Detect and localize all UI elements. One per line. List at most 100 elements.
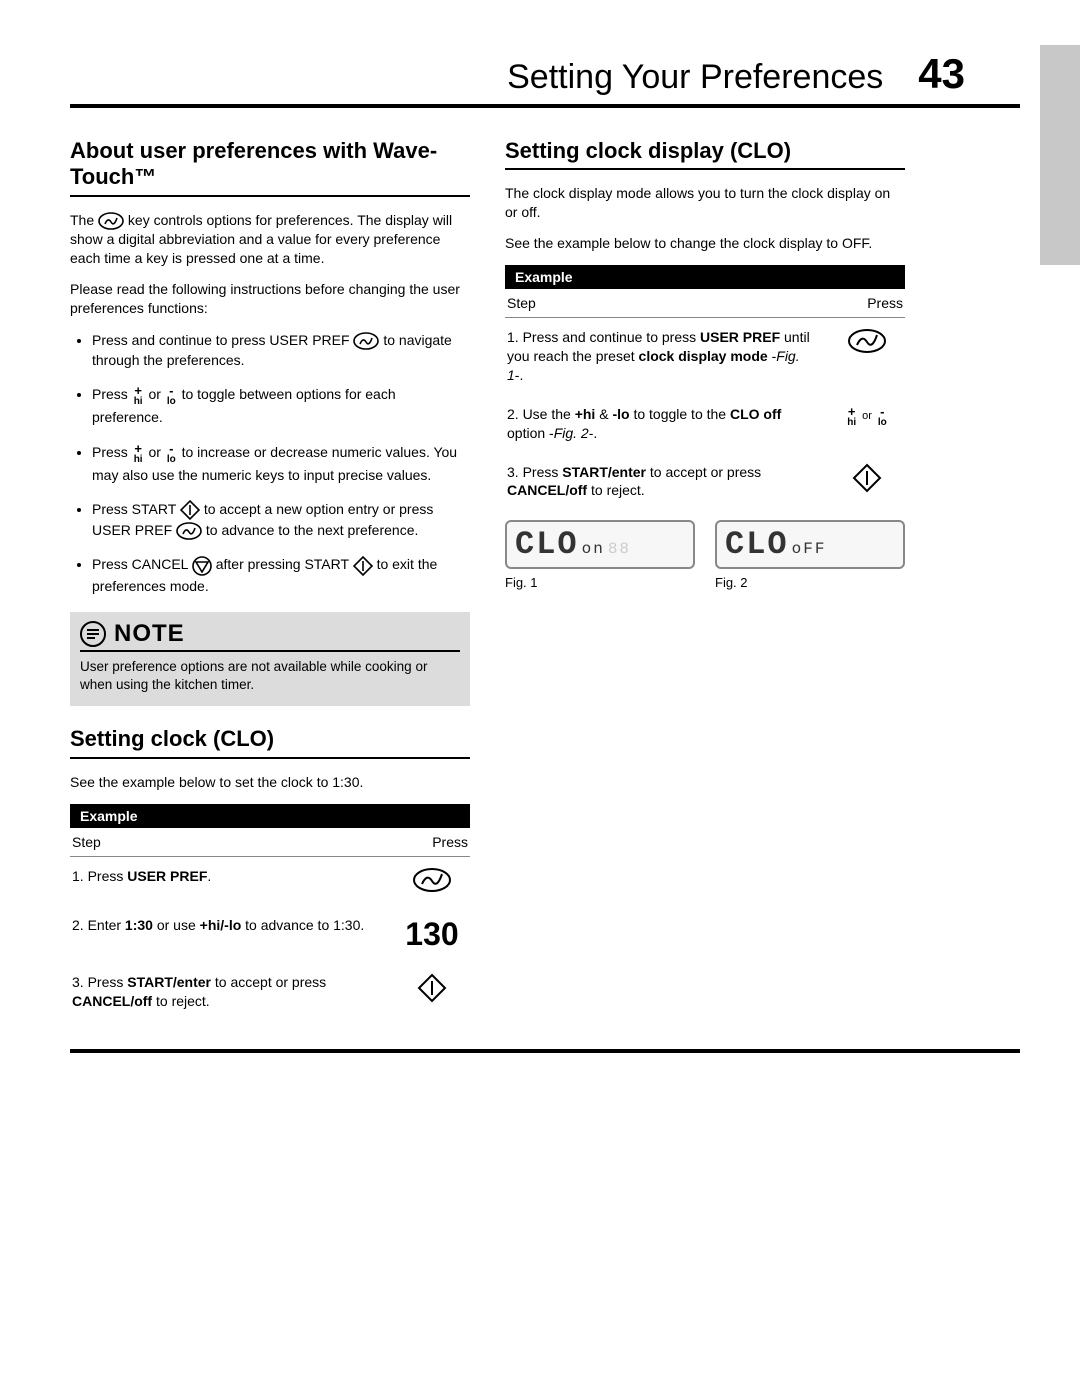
page-title: Setting Your Preferences: [507, 58, 883, 97]
figure-row: CLO on88 Fig. 1 CLO oFF Fig. 2: [505, 520, 905, 590]
page-header: Setting Your Preferences 43: [70, 50, 1020, 108]
list-item: Press and continue to press USER PREF to…: [92, 330, 470, 371]
note-label: NOTE: [114, 620, 185, 648]
start-icon: [180, 500, 200, 520]
text: 3. Press: [507, 464, 562, 480]
text-bold: START/enter: [562, 464, 646, 480]
start-icon: [353, 556, 373, 576]
text: or: [148, 444, 164, 460]
text: 1. Press and continue to press: [507, 329, 700, 345]
col-step: Step: [72, 834, 101, 850]
text: to accept or press: [211, 974, 326, 990]
plus-hi-icon: +hi: [134, 442, 143, 465]
note-body: User preference options are not availabl…: [80, 658, 460, 694]
note-box: NOTE User preference options are not ava…: [70, 612, 470, 706]
example-columns: Step Press: [70, 828, 470, 857]
userpref-icon: [412, 867, 452, 893]
press-value: 130: [396, 916, 468, 953]
minus-lo-icon: -lo: [878, 405, 887, 428]
figure-caption: Fig. 2: [715, 575, 905, 590]
list-item: Press +hi or -lo to toggle between optio…: [92, 384, 470, 427]
text: Press CANCEL: [92, 556, 192, 572]
text: or: [862, 410, 872, 422]
setting-clock-heading: Setting clock (CLO): [70, 726, 470, 758]
table-row: 1. Press USER PREF.: [70, 857, 470, 906]
text: -.: [589, 425, 598, 441]
text-bold: 1:30: [125, 917, 153, 933]
col-press: Press: [432, 834, 468, 850]
lcd-ghost: 88: [608, 540, 631, 558]
text-bold: CLO off: [730, 406, 781, 422]
cancel-icon: [192, 556, 212, 576]
text: to increase or decrease numeric values. …: [92, 444, 457, 483]
text: &: [595, 406, 612, 422]
text: The: [70, 212, 98, 228]
figure-caption: Fig. 1: [505, 575, 695, 590]
text: after pressing START: [216, 556, 349, 572]
text: Press START: [92, 501, 180, 517]
userpref-icon: [847, 328, 887, 354]
text: Press: [92, 444, 132, 460]
list-item: Press +hi or -lo to increase or decrease…: [92, 442, 470, 485]
start-icon: [417, 973, 447, 1003]
list-item: Press START to accept a new option entry…: [92, 499, 470, 541]
clo-intro: See the example below to set the clock t…: [70, 773, 470, 792]
note-icon: [80, 621, 106, 647]
userpref-icon: [353, 332, 379, 350]
text: 2. Use the: [507, 406, 575, 422]
lcd-big: CLO: [725, 526, 789, 563]
cd-paragraph-1: The clock display mode allows you to tur…: [505, 184, 905, 222]
text: .: [207, 868, 211, 884]
bottom-rule: [70, 1049, 1020, 1053]
page-number: 43: [918, 50, 965, 98]
lcd-small: on: [582, 540, 605, 558]
text: Press and continue to press USER PREF: [92, 332, 350, 348]
text: to toggle to the: [630, 406, 730, 422]
userpref-icon: [98, 212, 124, 230]
text: to accept or press: [646, 464, 761, 480]
text: option -: [507, 425, 554, 441]
about-paragraph-1: The key controls options for preferences…: [70, 211, 470, 268]
text-bold: +hi: [575, 406, 596, 422]
example-header: Example: [70, 804, 470, 828]
table-row: 3. Press START/enter to accept or press …: [505, 453, 905, 511]
text: or use: [153, 917, 200, 933]
minus-lo-icon: -lo: [167, 384, 176, 407]
text-italic: Fig. 2: [554, 425, 589, 441]
lcd-display: CLO oFF: [715, 520, 905, 569]
table-row: 1. Press and continue to press USER PREF…: [505, 318, 905, 395]
right-column: Setting clock display (CLO) The clock di…: [505, 138, 905, 1021]
text-bold: USER PREF: [700, 329, 780, 345]
text: Press: [92, 386, 132, 402]
cd-paragraph-2: See the example below to change the cloc…: [505, 234, 905, 253]
text: to advance to the next preference.: [206, 522, 418, 538]
text: to reject.: [587, 482, 645, 498]
text-bold: clock display mode: [639, 348, 768, 364]
plus-hi-icon: +hi: [847, 405, 856, 428]
figure-1: CLO on88 Fig. 1: [505, 520, 695, 590]
example-header: Example: [505, 265, 905, 289]
clock-display-heading: Setting clock display (CLO): [505, 138, 905, 170]
text: 3. Press: [72, 974, 127, 990]
text: key controls options for preferences. Th…: [70, 212, 452, 266]
text-bold: START/enter: [127, 974, 211, 990]
list-item: Press CANCEL after pressing START to exi…: [92, 554, 470, 596]
lcd-display: CLO on88: [505, 520, 695, 569]
left-column: About user preferences with Wave-Touch™ …: [70, 138, 470, 1021]
text-bold: USER PREF: [127, 868, 207, 884]
plus-hi-icon: +hi: [134, 384, 143, 407]
lcd-small: oFF: [792, 540, 827, 558]
figure-2: CLO oFF Fig. 2: [715, 520, 905, 590]
text: 2. Enter: [72, 917, 125, 933]
instruction-list: Press and continue to press USER PREF to…: [70, 330, 470, 596]
text: 1. Press: [72, 868, 127, 884]
text: or: [148, 386, 164, 402]
text-bold: -lo: [612, 406, 629, 422]
example-columns: Step Press: [505, 289, 905, 318]
table-row: 3. Press START/enter to accept or press …: [70, 963, 470, 1021]
text: -: [768, 348, 777, 364]
text-bold: +hi/-lo: [200, 917, 242, 933]
lcd-big: CLO: [515, 526, 579, 563]
about-paragraph-2: Please read the following instructions b…: [70, 280, 470, 318]
hilo-press: +hi or -lo: [845, 405, 889, 428]
